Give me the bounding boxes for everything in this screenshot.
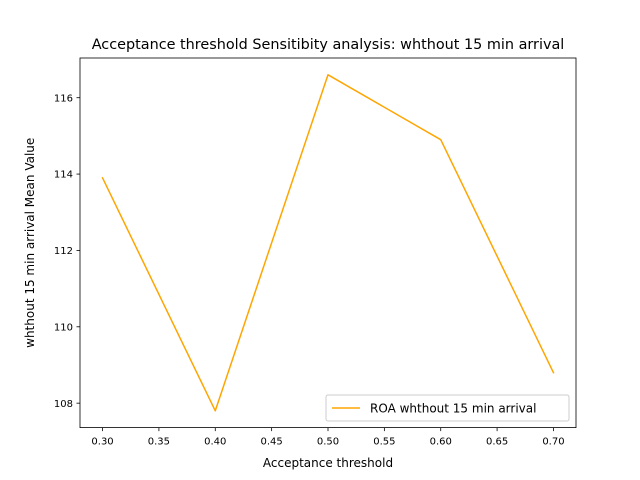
x-tick-label: 0.30	[91, 437, 113, 448]
y-axis-ticks: 108 110 112 114 116	[54, 93, 80, 410]
series-line-0	[101, 74, 555, 412]
x-axis-ticks: 0.30 0.35 0.40 0.45 0.50 0.55 0.60 0.65 0.70	[91, 427, 565, 448]
series-layer	[101, 74, 555, 412]
x-tick-label: 0.45	[261, 437, 283, 448]
x-tick-label: 0.65	[486, 437, 508, 448]
x-tick-label: 0.60	[430, 437, 452, 448]
x-axis-label: Acceptance threshold	[263, 456, 393, 470]
legend-box	[325, 394, 570, 422]
x-tick-label: 0.50	[317, 437, 339, 448]
legend-label: ROA whthout 15 min arrival	[370, 402, 536, 416]
x-tick-label: 0.70	[542, 437, 564, 448]
chart-title: Acceptance threshold Sensitibity analysi…	[92, 37, 565, 53]
y-tick-label: 114	[54, 170, 73, 181]
x-tick-label: 0.35	[148, 437, 170, 448]
y-tick-label: 116	[54, 93, 73, 104]
x-tick-label: 0.40	[204, 437, 226, 448]
y-tick-label: 108	[54, 399, 73, 410]
y-axis-label: whthout 15 min arrival Mean Value	[23, 138, 37, 348]
x-tick-label: 0.55	[373, 437, 395, 448]
y-tick-label: 110	[54, 322, 73, 333]
legend: ROA whthout 15 min arrival	[325, 394, 570, 422]
plot-area-frame	[79, 57, 577, 429]
y-tick-label: 112	[54, 246, 73, 257]
